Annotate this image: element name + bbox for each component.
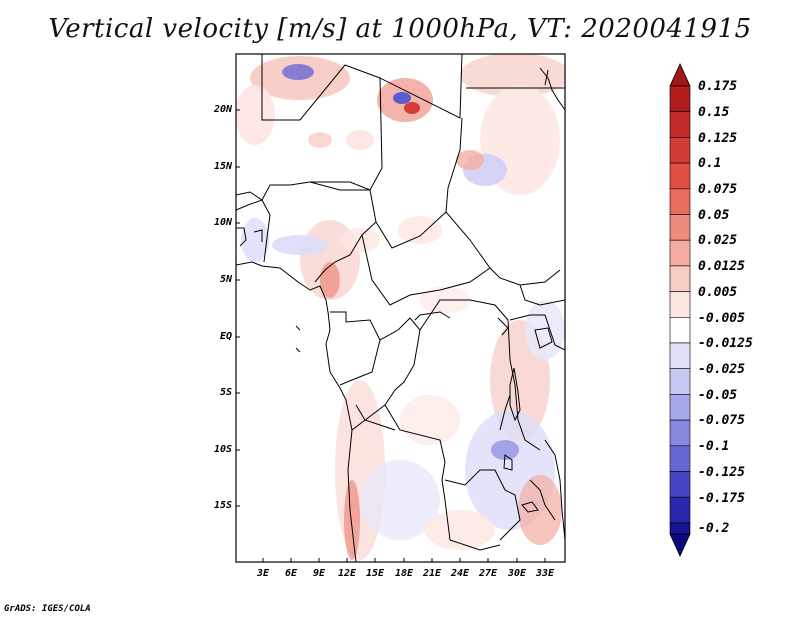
colorbar-label: 0.005 — [698, 285, 738, 300]
lon-label-27e: 27E — [478, 568, 498, 579]
colorbar-label: -0.0125 — [698, 336, 753, 351]
colorbar-label: -0.025 — [698, 362, 745, 377]
lat-label-eq: EQ — [219, 331, 232, 342]
lon-label-3e: 3E — [256, 568, 270, 579]
colorbar-segment — [669, 496, 691, 524]
colorbar-label: -0.1 — [698, 439, 730, 454]
colorbar-segment — [669, 85, 691, 113]
colorbar-segment — [669, 522, 691, 535]
velocity-field — [236, 54, 565, 560]
axis-ticks — [236, 109, 546, 562]
colorbar-segment — [669, 394, 691, 421]
lon-label-24e: 24E — [450, 568, 470, 579]
colorbar — [669, 63, 691, 557]
colorbar-label: 0.0125 — [698, 259, 745, 274]
colorbar-label: -0.05 — [698, 388, 738, 403]
chart-title: Vertical velocity [m/s] at 1000hPa, VT: … — [48, 14, 752, 44]
colorbar-label: 0.125 — [698, 131, 738, 146]
colorbar-segment — [669, 291, 691, 318]
colorbar-top-arrow — [669, 63, 691, 87]
colorbar-segment — [669, 239, 691, 267]
lat-label-15s: 15S — [213, 500, 232, 511]
colorbar-bottom-arrow — [669, 533, 691, 557]
colorbar-segment — [669, 162, 691, 190]
colorbar-segment — [669, 471, 691, 498]
colorbar-label: 0.025 — [698, 233, 738, 248]
lon-label-15e: 15E — [365, 568, 385, 579]
colorbar-segment — [669, 419, 691, 447]
colorbar-label: -0.175 — [698, 491, 745, 506]
lon-label-21e: 21E — [422, 568, 442, 579]
colorbar-label: 0.075 — [698, 182, 738, 197]
colorbar-label: 0.1 — [698, 156, 722, 171]
colorbar-label: -0.2 — [698, 521, 730, 536]
lon-label-33e: 33E — [535, 568, 555, 579]
colorbar-segment — [669, 265, 691, 292]
country-borders — [236, 54, 565, 562]
lat-label-5s: 5S — [219, 387, 232, 398]
grads-credit: GrADS: IGES/COLA — [4, 604, 91, 614]
colorbar-label: -0.075 — [698, 413, 745, 428]
colorbar-segment — [669, 137, 691, 164]
lat-label-15n: 15N — [213, 161, 232, 172]
colorbar-segment — [669, 368, 691, 395]
lon-label-12e: 12E — [337, 568, 357, 579]
lon-label-9e: 9E — [312, 568, 326, 579]
colorbar-segment — [669, 111, 691, 138]
colorbar-label: 0.175 — [698, 79, 738, 94]
colorbar-segment — [669, 214, 691, 241]
lon-label-18e: 18E — [394, 568, 414, 579]
colorbar-label: 0.15 — [698, 105, 730, 120]
colorbar-segment — [669, 445, 691, 472]
colorbar-label: -0.005 — [698, 311, 745, 326]
colorbar-label: 0.05 — [698, 208, 730, 223]
lat-label-20n: 20N — [213, 104, 232, 115]
colorbar-segment — [669, 316, 691, 344]
map-frame — [235, 53, 566, 563]
lat-label-5n: 5N — [219, 274, 232, 285]
colorbar-segment — [669, 342, 691, 370]
lat-label-10s: 10S — [213, 444, 232, 455]
colorbar-label: -0.125 — [698, 465, 745, 480]
lon-label-6e: 6E — [284, 568, 298, 579]
lat-label-10n: 10N — [213, 217, 232, 228]
colorbar-segment — [669, 188, 691, 215]
lon-label-30e: 30E — [507, 568, 527, 579]
